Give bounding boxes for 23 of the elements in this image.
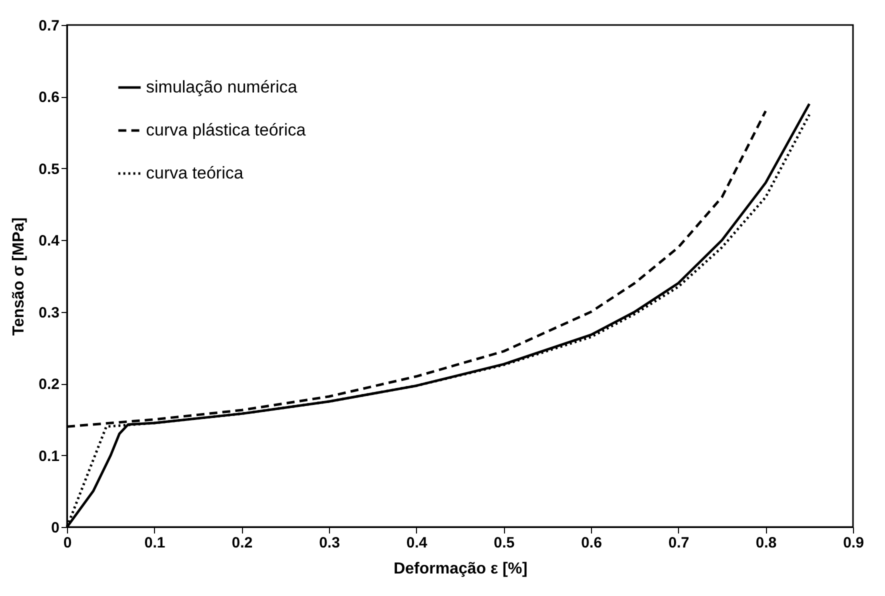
- legend-label: simulação numérica: [146, 78, 298, 96]
- x-axis-title: Deformação ε [%]: [394, 560, 528, 578]
- x-tick-label: 0: [63, 534, 72, 552]
- y-tick-label: 0.6: [38, 89, 60, 106]
- x-tick-label: 0.4: [406, 534, 428, 552]
- y-tick-label: 0.4: [38, 232, 60, 250]
- y-tick-label: 0: [51, 520, 60, 536]
- x-tick-label: 0.5: [494, 534, 515, 552]
- legend-label: curva teórica: [146, 164, 244, 182]
- x-tick-label: 0.2: [232, 534, 253, 552]
- x-tick-label: 0.9: [843, 534, 864, 552]
- x-tick-label: 0.3: [319, 534, 340, 552]
- y-tick-label: 0.5: [38, 160, 60, 178]
- x-tick-label: 0.6: [581, 534, 602, 552]
- y-tick-label: 0.1: [38, 448, 60, 465]
- x-tick-label: 0.7: [668, 534, 690, 552]
- y-tick-label: 0.7: [38, 18, 60, 34]
- y-tick-label: 0.3: [38, 304, 60, 322]
- x-tick-label: 0.8: [756, 534, 777, 552]
- y-axis-title: Tensão σ [MPa]: [10, 217, 28, 336]
- legend-label: curva plástica teórica: [146, 120, 306, 140]
- x-tick-label: 0.1: [144, 534, 166, 552]
- y-tick-label: 0.2: [38, 376, 60, 394]
